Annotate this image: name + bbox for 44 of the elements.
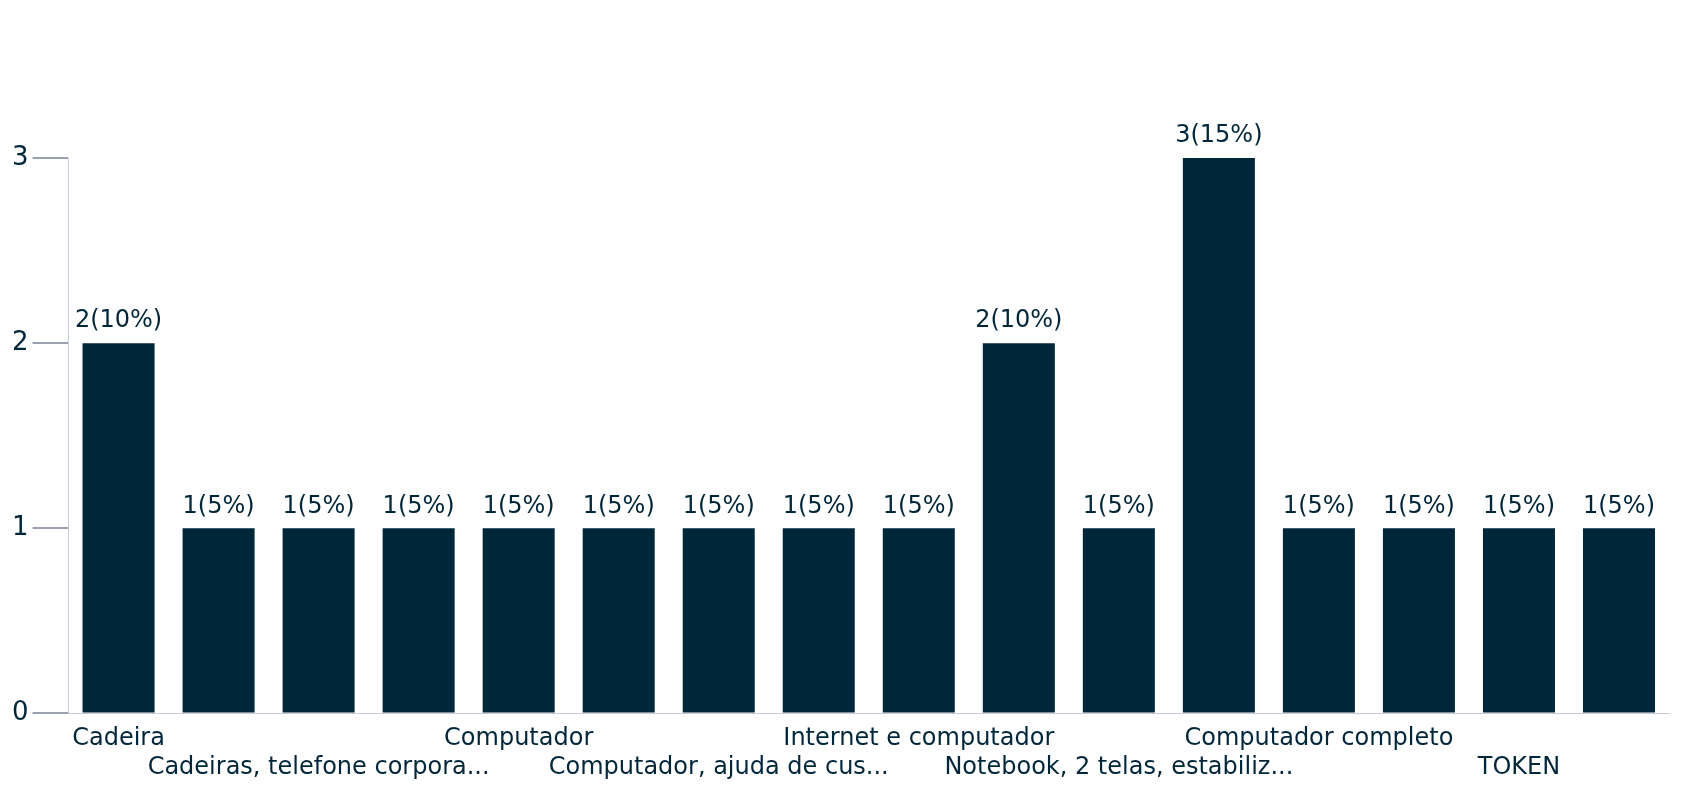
bar (1182, 158, 1255, 713)
bar (1482, 528, 1555, 713)
y-tick-label: 0 (12, 696, 29, 727)
x-tick-label: Cadeira (72, 723, 165, 752)
bar (1082, 528, 1155, 713)
x-tick-label: Notebook, 2 telas, estabiliz... (944, 751, 1294, 780)
data-label: 3(15%) (1175, 120, 1263, 149)
y-tick-label: 2 (12, 325, 29, 356)
data-label: 1(5%) (182, 490, 255, 519)
data-label: 1(5%) (482, 490, 555, 519)
x-tick-label: Computador, ajuda de cus... (548, 751, 889, 780)
data-label: 1(5%) (382, 490, 455, 519)
data-label: 1(5%) (882, 490, 955, 519)
data-label: 1(5%) (1582, 490, 1656, 519)
data-label: 1(5%) (682, 490, 755, 519)
bar (1582, 528, 1655, 713)
y-tick-label: 3 (12, 140, 29, 171)
bar (82, 343, 155, 713)
bar (882, 528, 955, 713)
x-tick-label: Computador (444, 723, 594, 752)
x-tick-label: TOKEN (1476, 751, 1561, 780)
bar (1382, 528, 1455, 713)
x-tick-label: Computador completo (1184, 723, 1454, 752)
bar (282, 528, 355, 713)
data-label: 1(5%) (1282, 490, 1355, 519)
data-label: 2(10%) (74, 305, 163, 334)
bar (582, 528, 655, 713)
data-label: 1(5%) (1082, 490, 1155, 519)
y-tick-label: 1 (12, 511, 29, 542)
data-label: 1(5%) (282, 490, 355, 519)
bar (1282, 528, 1355, 713)
x-tick-label: Cadeiras, telefone corpora... (147, 751, 490, 780)
bar (682, 528, 755, 713)
x-tick-label: Internet e computador (783, 723, 1055, 752)
data-label: 1(5%) (582, 490, 655, 519)
bar (382, 528, 455, 713)
data-label: 1(5%) (782, 490, 855, 519)
bar (782, 528, 855, 713)
bar (182, 528, 255, 713)
data-label: 1(5%) (1382, 490, 1455, 519)
data-label: 2(10%) (975, 305, 1063, 334)
bar (982, 343, 1055, 713)
data-label: 1(5%) (1482, 490, 1555, 519)
bar (482, 528, 555, 713)
